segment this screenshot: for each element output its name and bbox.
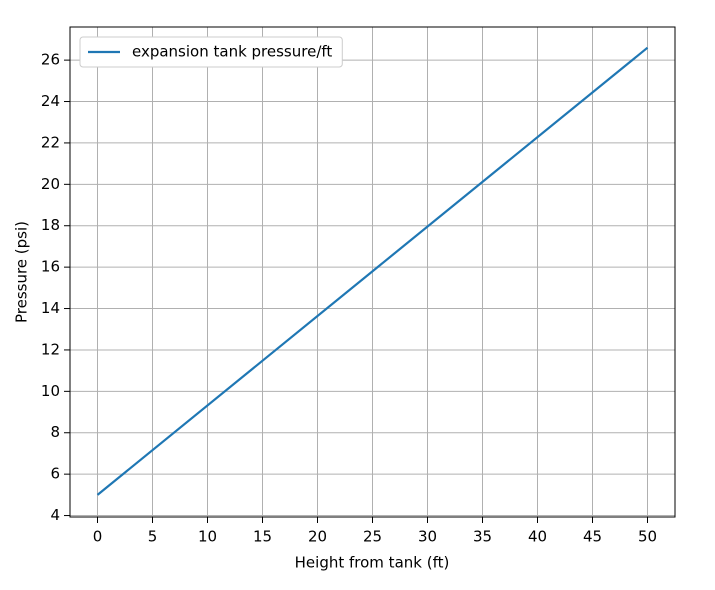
y-tick-label: 18 bbox=[41, 216, 60, 234]
y-axis-label: Pressure (psi) bbox=[13, 221, 31, 323]
x-tick-label: 40 bbox=[528, 528, 547, 546]
y-tick-label: 24 bbox=[41, 92, 60, 110]
y-tick-label: 8 bbox=[50, 423, 60, 441]
y-tick-label: 14 bbox=[41, 299, 60, 317]
y-tick-label: 26 bbox=[41, 51, 60, 69]
x-tick-label: 15 bbox=[253, 528, 272, 546]
x-tick-label: 20 bbox=[308, 528, 327, 546]
x-tick-label: 30 bbox=[418, 528, 437, 546]
legend: expansion tank pressure/ft bbox=[79, 36, 343, 68]
y-tick-label: 20 bbox=[41, 175, 60, 193]
y-tick-label: 10 bbox=[41, 382, 60, 400]
x-axis-label: Height from tank (ft) bbox=[295, 554, 450, 572]
y-tick-label: 12 bbox=[41, 340, 60, 358]
x-tick-label: 10 bbox=[198, 528, 217, 546]
x-tick-label: 25 bbox=[363, 528, 382, 546]
y-tick-label: 16 bbox=[41, 258, 60, 276]
x-tick-label: 0 bbox=[93, 528, 103, 546]
x-tick-label: 5 bbox=[148, 528, 158, 546]
y-tick-label: 4 bbox=[50, 506, 60, 524]
plot-frame bbox=[69, 26, 676, 518]
y-tick-label: 22 bbox=[41, 133, 60, 151]
x-tick-label: 35 bbox=[473, 528, 492, 546]
legend-label: expansion tank pressure/ft bbox=[132, 43, 332, 61]
legend-box bbox=[79, 36, 343, 68]
x-tick-label: 45 bbox=[583, 528, 602, 546]
x-tick-label: 50 bbox=[638, 528, 657, 546]
data-line bbox=[96, 46, 649, 496]
y-tick-label: 6 bbox=[50, 465, 60, 483]
